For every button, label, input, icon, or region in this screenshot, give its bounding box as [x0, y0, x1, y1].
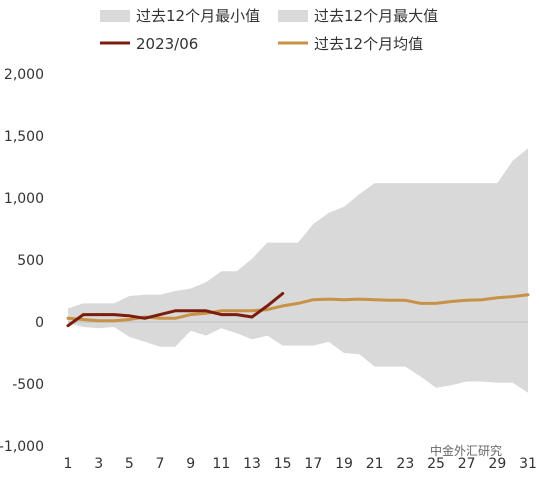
x-tick-label: 13 [243, 456, 261, 472]
y-tick-label: 500 [17, 253, 44, 269]
plot-area [66, 148, 530, 393]
x-tick-label: 3 [94, 456, 103, 472]
range-band [68, 148, 528, 393]
x-tick-label: 1 [64, 456, 73, 472]
y-tick-label: 1,500 [4, 129, 44, 145]
x-tick-label: 17 [304, 456, 322, 472]
legend-swatch-min [100, 10, 130, 22]
y-tick-label: 1,000 [4, 191, 44, 207]
x-tick-label: 23 [396, 456, 414, 472]
y-tick-label: -1,000 [0, 439, 44, 455]
legend-label-2023: 2023/06 [136, 35, 198, 53]
legend-label-max: 过去12个月最大值 [314, 7, 438, 25]
watermark-text: 中金外汇研究 [430, 443, 502, 458]
x-tick-label: 9 [186, 456, 195, 472]
x-tick-label: 27 [458, 456, 476, 472]
x-tick-label: 31 [519, 456, 537, 472]
legend: 过去12个月最小值 过去12个月最大值 2023/06 过去12个月均值 [100, 7, 438, 53]
x-tick-label: 19 [335, 456, 353, 472]
y-axis: -1,000 -500 0 500 1,000 1,500 2,000 [0, 67, 44, 455]
legend-label-min: 过去12个月最小值 [136, 7, 260, 25]
y-tick-label: -500 [12, 377, 44, 393]
x-tick-label: 21 [366, 456, 384, 472]
x-tick-label: 25 [427, 456, 445, 472]
y-tick-label: 0 [35, 315, 44, 331]
x-tick-label: 7 [156, 456, 165, 472]
series-line-2023-06 [66, 292, 285, 328]
legend-swatch-max [278, 10, 308, 22]
x-axis: 1 3 5 7 9 11 13 15 17 19 21 23 25 27 29 31 [64, 456, 537, 472]
legend-label-mean: 过去12个月均值 [314, 35, 423, 53]
x-tick-label: 11 [212, 456, 230, 472]
x-tick-label: 15 [274, 456, 292, 472]
x-tick-label: 5 [125, 456, 134, 472]
y-tick-label: 2,000 [4, 67, 44, 83]
x-tick-label: 29 [488, 456, 506, 472]
